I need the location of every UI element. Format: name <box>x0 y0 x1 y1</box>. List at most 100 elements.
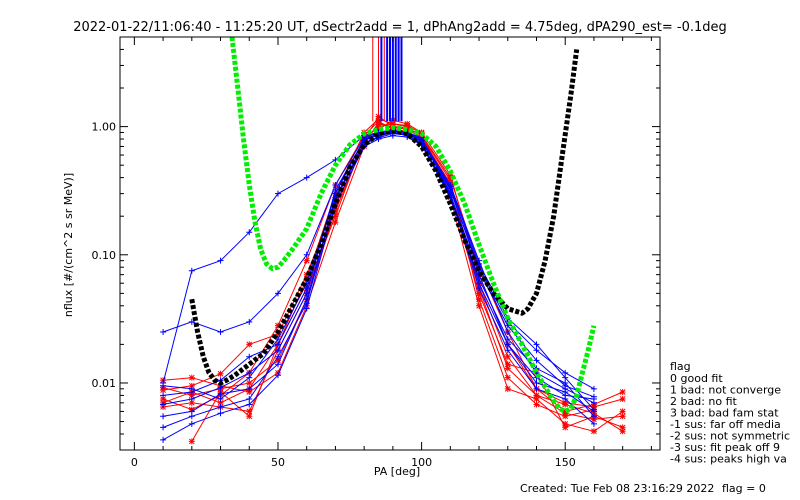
series-marker-13-4 <box>274 353 281 360</box>
series-marker-3-5 <box>303 257 310 264</box>
series-marker-3-4 <box>274 322 281 329</box>
series-marker-4-17 <box>619 408 626 415</box>
series-marker-12-1 <box>188 395 195 402</box>
series-marker-12-17 <box>590 393 597 400</box>
series-marker-10-15 <box>533 379 540 386</box>
series-marker-13-2 <box>217 403 224 410</box>
series-marker-6-12 <box>447 174 454 181</box>
series-marker-10-14 <box>504 341 511 348</box>
series-marker-13-17 <box>590 420 597 427</box>
series-line-12 <box>163 130 595 405</box>
series-line-4 <box>191 123 623 442</box>
series-marker-1-18 <box>619 424 626 431</box>
series-marker-5-18 <box>619 428 626 435</box>
series-marker-4-0 <box>188 438 195 445</box>
series-marker-14-15 <box>533 341 540 348</box>
series-marker-14-1 <box>188 389 195 396</box>
series-marker-1-2 <box>217 399 224 406</box>
series-marker-13-15 <box>533 385 540 392</box>
footer-flag: flag = 0 <box>722 482 766 495</box>
series-marker-3-0 <box>160 395 167 402</box>
y-tick-label-1: 0.10 <box>92 249 117 262</box>
x-tick-label-100: 100 <box>411 456 432 469</box>
series-marker-12-5 <box>303 290 310 297</box>
series-marker-0-13 <box>476 296 483 303</box>
series-marker-0-15 <box>533 401 540 408</box>
series-marker-3-14 <box>504 353 511 360</box>
legend-entry-2: 2 bad: no fit <box>670 395 738 408</box>
series-marker-13-14 <box>504 347 511 354</box>
series-marker-11-1 <box>188 420 195 427</box>
series-marker-11-3 <box>246 401 253 408</box>
series-line-5 <box>163 115 623 432</box>
series-marker-7-15 <box>533 347 540 354</box>
series-marker-12-2 <box>217 384 224 391</box>
series-marker-4-13 <box>504 385 511 392</box>
series-marker-1-14 <box>504 361 511 368</box>
series-marker-13-16 <box>562 395 569 402</box>
series-marker-12-16 <box>562 382 569 389</box>
series-marker-9-5 <box>303 174 310 181</box>
fit-curve-black <box>189 49 580 386</box>
series-marker-4-15 <box>562 420 569 427</box>
series-marker-14-17 <box>590 406 597 413</box>
series-marker-12-14 <box>504 322 511 329</box>
series-marker-10-2 <box>217 391 224 398</box>
series-marker-8-4 <box>274 290 281 297</box>
legend-entry-7: -4 sus: peaks high va <box>670 453 787 466</box>
chart-title: 2022-01-22/11:06:40 - 11:25:20 UT, dSect… <box>73 20 727 35</box>
series-marker-6-18 <box>619 389 626 396</box>
series-marker-9-1 <box>188 267 195 274</box>
series-marker-0-3 <box>246 379 253 386</box>
series-marker-8-5 <box>303 251 310 258</box>
x-tick-label-150: 150 <box>555 456 576 469</box>
legend-entry-6: -3 sus: fit peak off 9 <box>670 441 780 454</box>
series-line-6 <box>163 121 623 412</box>
series-marker-14-11 <box>418 136 425 143</box>
legend: flag 0 good fit 1 bad: not converge 2 ba… <box>670 360 790 466</box>
series-marker-1-16 <box>562 424 569 431</box>
series-marker-4-14 <box>533 395 540 402</box>
series-marker-10-3 <box>246 385 253 392</box>
series-marker-4-9 <box>404 122 411 129</box>
series-marker-6-3 <box>246 408 253 415</box>
series-marker-2-3 <box>246 389 253 396</box>
series-marker-4-7 <box>375 123 382 130</box>
series-marker-14-5 <box>303 285 310 292</box>
series-marker-0-4 <box>274 357 281 364</box>
series-marker-6-16 <box>562 408 569 415</box>
series-marker-11-14 <box>504 336 511 343</box>
legend-entry-5: -2 sus: not symmetric <box>670 430 790 443</box>
legend-entry-4: -1 sus: far off media <box>670 418 781 431</box>
series-line-14 <box>163 130 595 410</box>
series-marker-14-0 <box>160 392 167 399</box>
fit-curve-green <box>229 37 597 414</box>
series-line-11 <box>162 135 595 441</box>
series-marker-5-0 <box>160 387 167 394</box>
series-marker-6-1 <box>188 399 195 406</box>
x-tick-label-0: 0 <box>131 456 138 469</box>
series-marker-10-16 <box>562 389 569 396</box>
series-marker-11-0 <box>160 436 167 443</box>
series-marker-14-16 <box>562 374 569 381</box>
x-tick-label-50: 50 <box>271 456 285 469</box>
series-marker-5-4 <box>274 331 281 338</box>
series-marker-8-0 <box>160 328 167 335</box>
axes-layer: 0 50 100 150 0.01 0.10 1.00 <box>92 36 661 469</box>
series-marker-0-1 <box>188 392 195 399</box>
series-marker-4-16 <box>590 428 597 435</box>
series-marker-4-2 <box>246 413 253 420</box>
series-marker-3-17 <box>590 416 597 423</box>
series-marker-4-12 <box>476 302 483 309</box>
series-marker-4-5 <box>332 213 339 220</box>
series-line-13 <box>162 131 595 428</box>
series-marker-9-2 <box>217 257 224 264</box>
series-marker-2-6 <box>332 219 339 226</box>
series-marker-6-10 <box>404 125 411 132</box>
series-marker-5-15 <box>533 392 540 399</box>
series-line-10 <box>163 133 595 417</box>
series-marker-10-0 <box>160 413 167 420</box>
series-marker-13-5 <box>303 300 310 307</box>
series-marker-5-16 <box>562 401 569 408</box>
